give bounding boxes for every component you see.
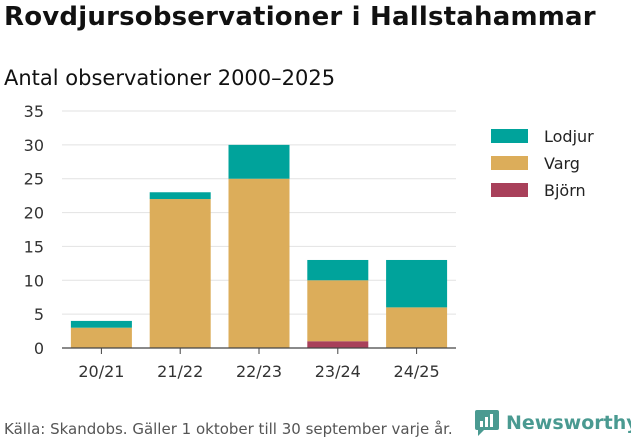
bar-lodjur-22-23 xyxy=(228,144,290,179)
bar-varg-22-23 xyxy=(228,178,290,348)
bar-varg-23-24 xyxy=(307,280,369,342)
legend-swatch-lodjur xyxy=(491,129,528,143)
x-tick-label-20-21: 20/21 xyxy=(78,362,124,381)
bar-lodjur-20-21 xyxy=(70,320,132,328)
legend-label-lodjur: Lodjur xyxy=(544,127,594,146)
x-tick-label-21-22: 21/22 xyxy=(157,362,203,381)
y-tick-label-25: 25 xyxy=(24,170,44,189)
y-tick-label-15: 15 xyxy=(24,237,44,256)
y-tick-label-35: 35 xyxy=(24,102,44,121)
bar-bjorn-23-24 xyxy=(307,341,369,348)
x-tick-label-23-24: 23/24 xyxy=(315,362,361,381)
newsworthy-logo-icon xyxy=(475,410,499,436)
chart-subtitle: Antal observationer 2000–2025 xyxy=(4,66,336,90)
legend-label-bjorn: Björn xyxy=(544,181,586,200)
y-tick-label-10: 10 xyxy=(24,271,44,290)
x-tick-label-24-25: 24/25 xyxy=(394,362,440,381)
bar-lodjur-23-24 xyxy=(307,259,369,281)
bar-varg-21-22 xyxy=(149,199,211,348)
x-tick-label-22-23: 22/23 xyxy=(236,362,282,381)
y-tick-label-0: 0 xyxy=(34,339,44,358)
legend-swatch-varg xyxy=(491,156,528,170)
y-tick-label-5: 5 xyxy=(34,305,44,324)
source-note: Källa: Skandobs. Gäller 1 oktober till 3… xyxy=(4,420,453,438)
bar-varg-24-25 xyxy=(386,307,448,348)
chart-title: Rovdjursobservationer i Hallstahammar xyxy=(4,2,596,32)
legend-label-varg: Varg xyxy=(544,154,580,173)
brand-name: Newsworthy xyxy=(506,412,631,434)
brand-logo: Newsworthy xyxy=(474,408,631,438)
bar-lodjur-21-22 xyxy=(149,192,211,200)
y-tick-label-30: 30 xyxy=(24,136,44,155)
bar-varg-20-21 xyxy=(70,327,132,348)
legend-swatch-bjorn xyxy=(491,183,528,197)
bar-lodjur-24-25 xyxy=(386,259,448,308)
y-tick-label-20: 20 xyxy=(24,204,44,223)
